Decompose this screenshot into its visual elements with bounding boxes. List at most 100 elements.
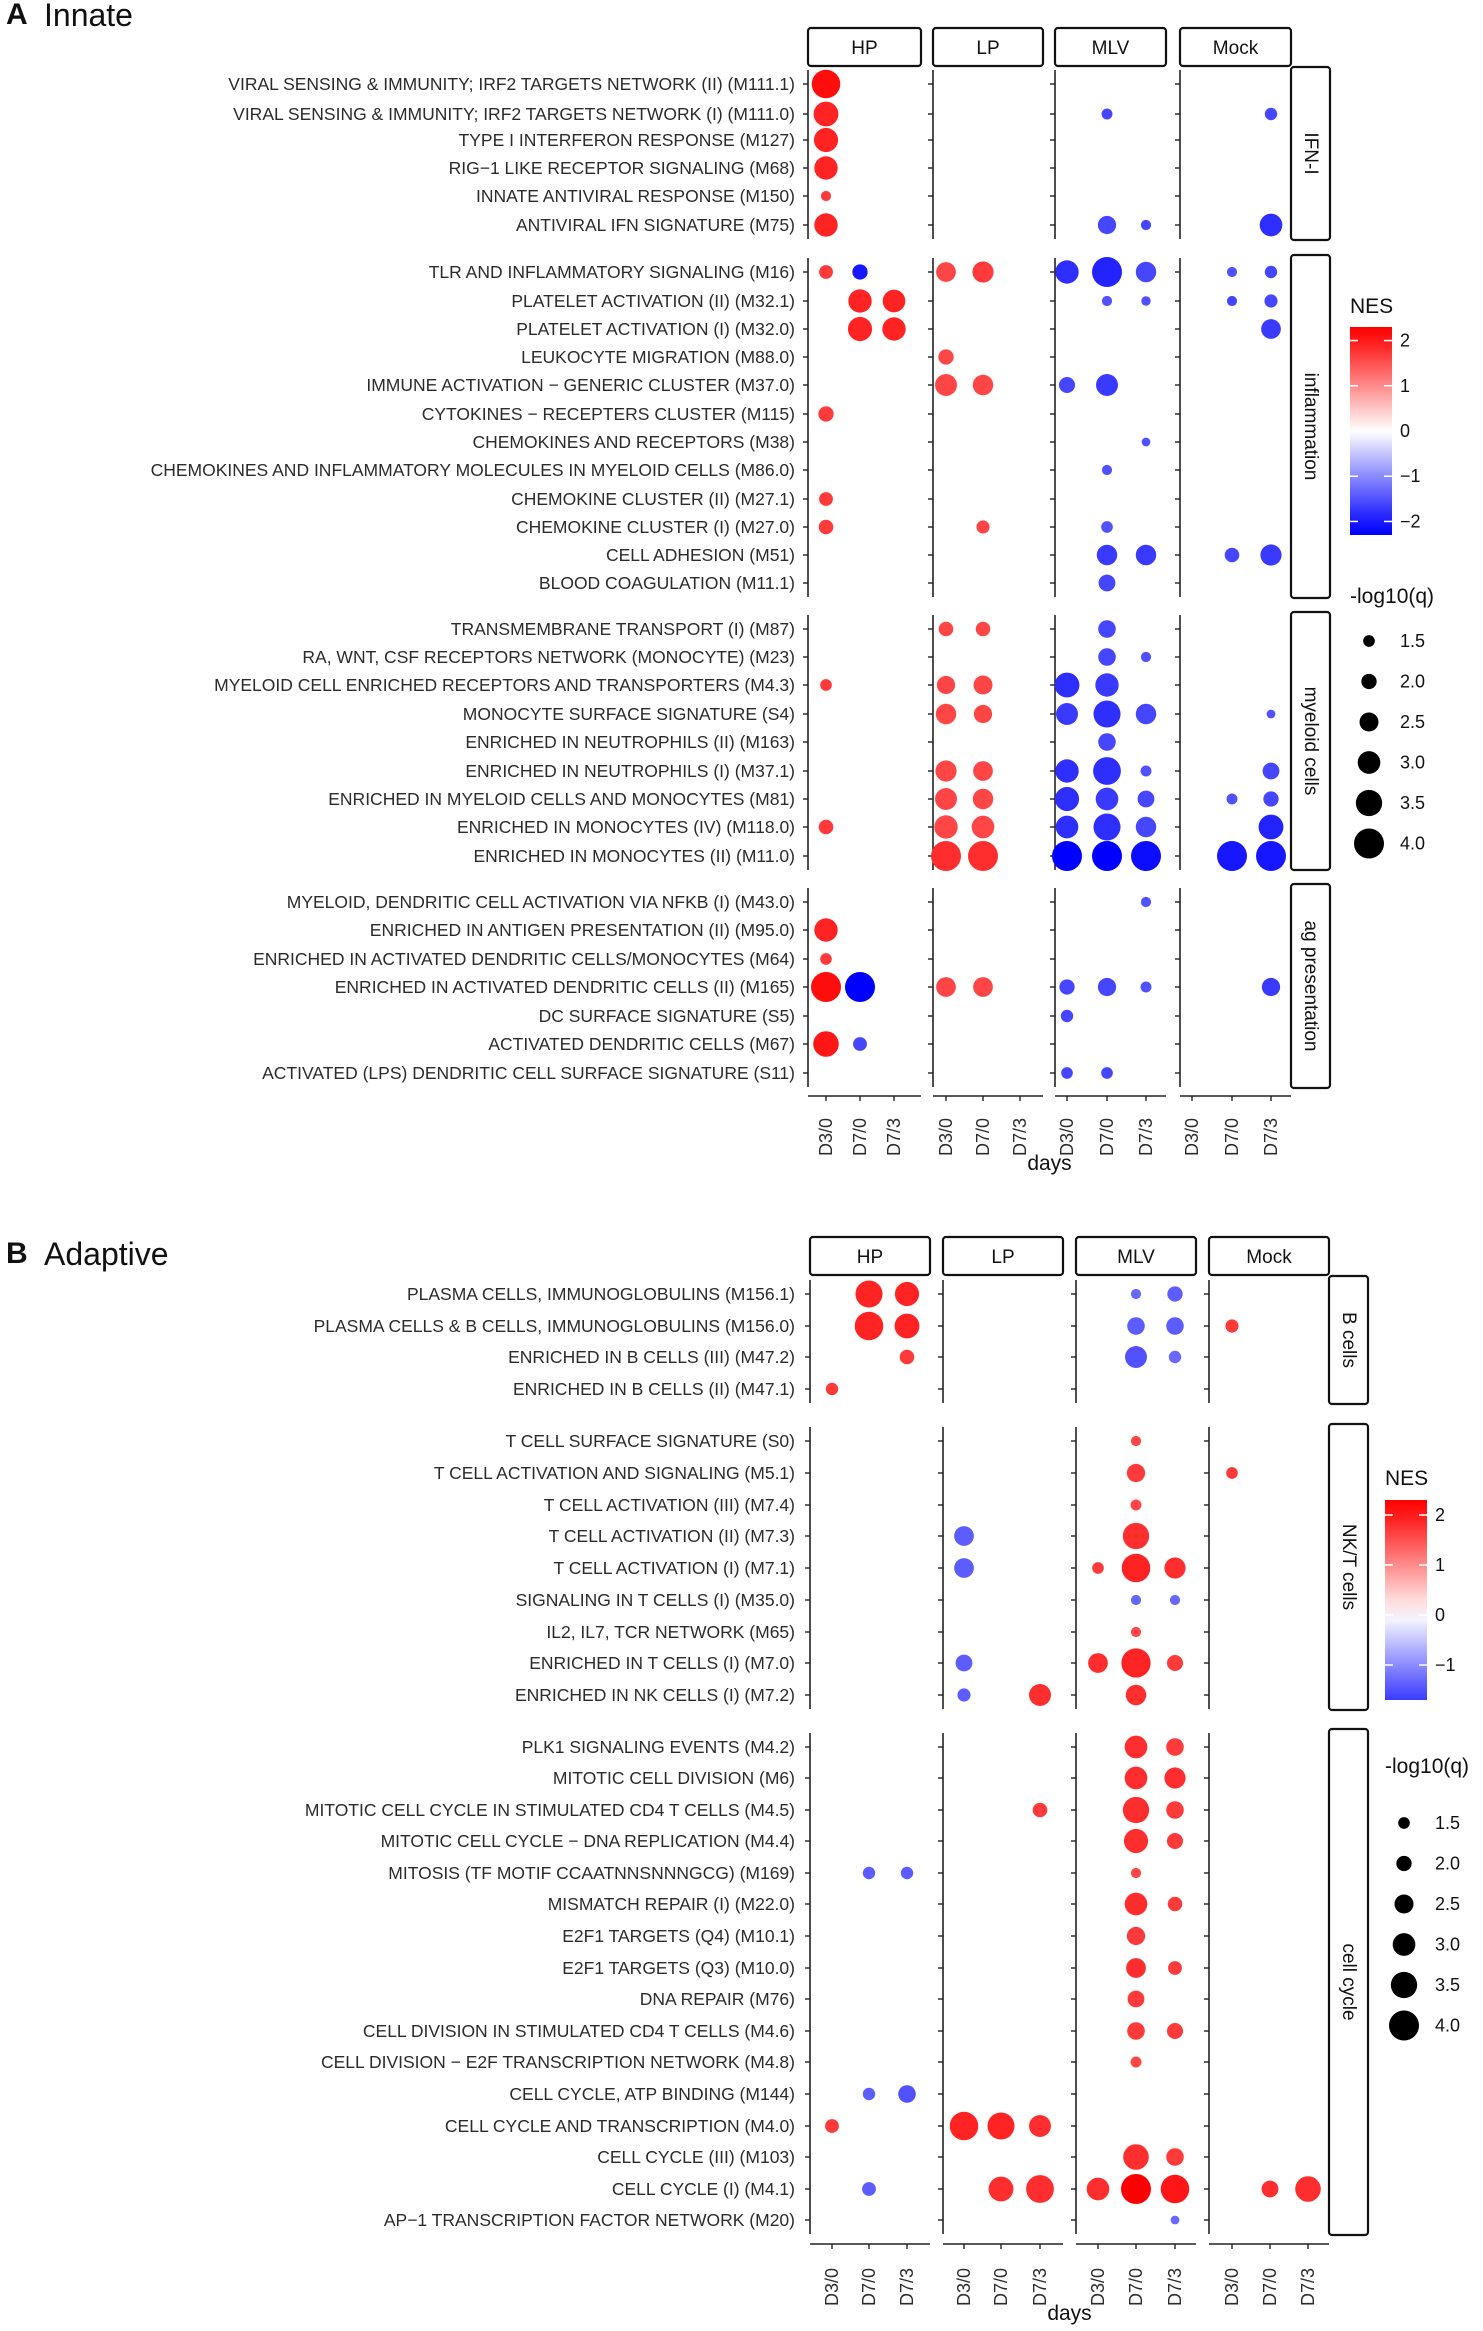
dot [1127, 1990, 1145, 2008]
dot [1130, 1499, 1142, 1511]
dot [975, 621, 991, 637]
x-tick-label: D7/3 [884, 1118, 904, 1156]
dot [813, 101, 839, 127]
dot [847, 316, 873, 342]
dot [1261, 319, 1281, 339]
dot [1226, 266, 1238, 278]
dot [898, 2085, 916, 2103]
row-label: T CELL ACTIVATION (III) (M7.4) [544, 1495, 795, 1515]
dot [1264, 107, 1278, 121]
size-legend-title: -log10(q) [1350, 585, 1434, 608]
dot [1170, 2215, 1180, 2225]
size-legend-label: 3.5 [1435, 1975, 1460, 1995]
row-label: ENRICHED IN ANTIGEN PRESENTATION (II) (M… [370, 920, 795, 940]
row-label: CHEMOKINE CLUSTER (I) (M27.0) [516, 517, 795, 537]
dot [862, 1866, 876, 1880]
facet-strip-lp [941, 1235, 1065, 1277]
row-label: CYTOKINES − RECEPTERS CLUSTER (M115) [422, 404, 795, 424]
facet-label-mock: Mock [1246, 1247, 1292, 1268]
dot [1126, 1958, 1146, 1978]
x-tick-label: D3/0 [822, 2268, 842, 2306]
dot [818, 819, 834, 835]
dot [1026, 2175, 1054, 2203]
dot [976, 520, 990, 534]
row-label: PLATELET ACTIVATION (I) (M32.0) [516, 319, 795, 339]
group-label: IFN-I [1300, 132, 1321, 174]
row-label: MITOSIS (TF MOTIF CCAATNNSNNNGCG) (M169) [388, 1863, 795, 1883]
group-strip [1289, 65, 1332, 242]
row-label: ENRICHED IN MYELOID CELLS AND MONOCYTES … [328, 789, 795, 809]
facet-label-lp: LP [991, 1247, 1014, 1268]
dot [988, 2176, 1014, 2202]
row-label: CELL ADHESION (M51) [606, 545, 795, 565]
color-legend-title: NES [1350, 295, 1393, 318]
dot [1101, 108, 1113, 120]
size-legend-dot [1396, 1855, 1412, 1872]
row-label: RIG−1 LIKE RECEPTOR SIGNALING (M68) [449, 158, 795, 178]
dot [855, 1280, 883, 1308]
dot [935, 788, 957, 810]
size-legend-dot [1359, 712, 1379, 732]
dot [882, 289, 906, 313]
dot [1095, 787, 1119, 811]
group-strip [1289, 610, 1332, 872]
x-tick-label: D7/3 [1010, 1118, 1030, 1156]
facet-label-hp: HP [851, 38, 877, 59]
x-tick-label: D3/0 [936, 1118, 956, 1156]
dot [1256, 841, 1286, 871]
row-label: CELL DIVISION IN STIMULATED CD4 T CELLS … [363, 2021, 795, 2041]
group-strip [1289, 882, 1332, 1090]
row-label: CELL DIVISION − E2F TRANSCRIPTION NETWOR… [321, 2052, 795, 2072]
dot [1097, 977, 1117, 997]
dot [1125, 1684, 1147, 1706]
dot [1101, 295, 1113, 307]
dot [1264, 294, 1278, 308]
row-label: PLASMA CELLS, IMMUNOGLOBULINS (M156.1) [407, 1284, 795, 1304]
dot [1224, 547, 1240, 563]
dot [1266, 709, 1276, 719]
dot [1098, 620, 1116, 638]
dot [814, 156, 838, 180]
size-legend-dot [1355, 789, 1383, 817]
dot [938, 621, 954, 637]
row-label: T CELL ACTIVATION AND SIGNALING (M5.1) [434, 1463, 795, 1483]
dot [1056, 703, 1078, 725]
dot [1167, 1896, 1183, 1912]
color-legend-bar [1385, 1500, 1427, 1700]
dot [955, 1654, 973, 1672]
dot [1166, 1738, 1184, 1756]
dot [1121, 1648, 1151, 1678]
dot [1130, 1867, 1142, 1879]
size-legend-dot [1389, 2010, 1419, 2041]
dot [1092, 257, 1122, 287]
group-label: B cells [1338, 1312, 1359, 1368]
dot [1264, 265, 1278, 279]
dot [1058, 376, 1076, 394]
group-label: inflammation [1300, 373, 1321, 481]
size-legend-label: 3.5 [1400, 793, 1425, 813]
dot [845, 972, 875, 1002]
dot [1135, 544, 1157, 566]
color-legend-label: 2 [1435, 1505, 1445, 1525]
dot [957, 1688, 971, 1702]
panel-letter: A [6, 0, 28, 31]
row-label: ENRICHED IN B CELLS (II) (M47.1) [513, 1379, 795, 1399]
row-label: TLR AND INFLAMMATORY SIGNALING (M16) [429, 262, 795, 282]
size-legend-label: 2.0 [1400, 672, 1425, 692]
dot [1141, 437, 1151, 447]
row-label: CELL CYCLE, ATP BINDING (M144) [509, 2084, 795, 2104]
dot [1169, 1594, 1181, 1606]
row-label: CELL CYCLE (III) (M103) [597, 2147, 795, 2167]
row-label: MONOCYTE SURFACE SIGNATURE (S4) [463, 704, 795, 724]
dot [972, 788, 994, 810]
dot [1130, 2056, 1142, 2068]
dot [1166, 1654, 1184, 1672]
row-label: CELL CYCLE (I) (M4.1) [612, 2179, 795, 2199]
size-legend-label: 2.0 [1435, 1854, 1460, 1874]
dot [811, 972, 841, 1002]
dot [1217, 841, 1247, 871]
dot [820, 953, 832, 965]
dot [1260, 544, 1282, 566]
dot [1101, 1067, 1113, 1079]
